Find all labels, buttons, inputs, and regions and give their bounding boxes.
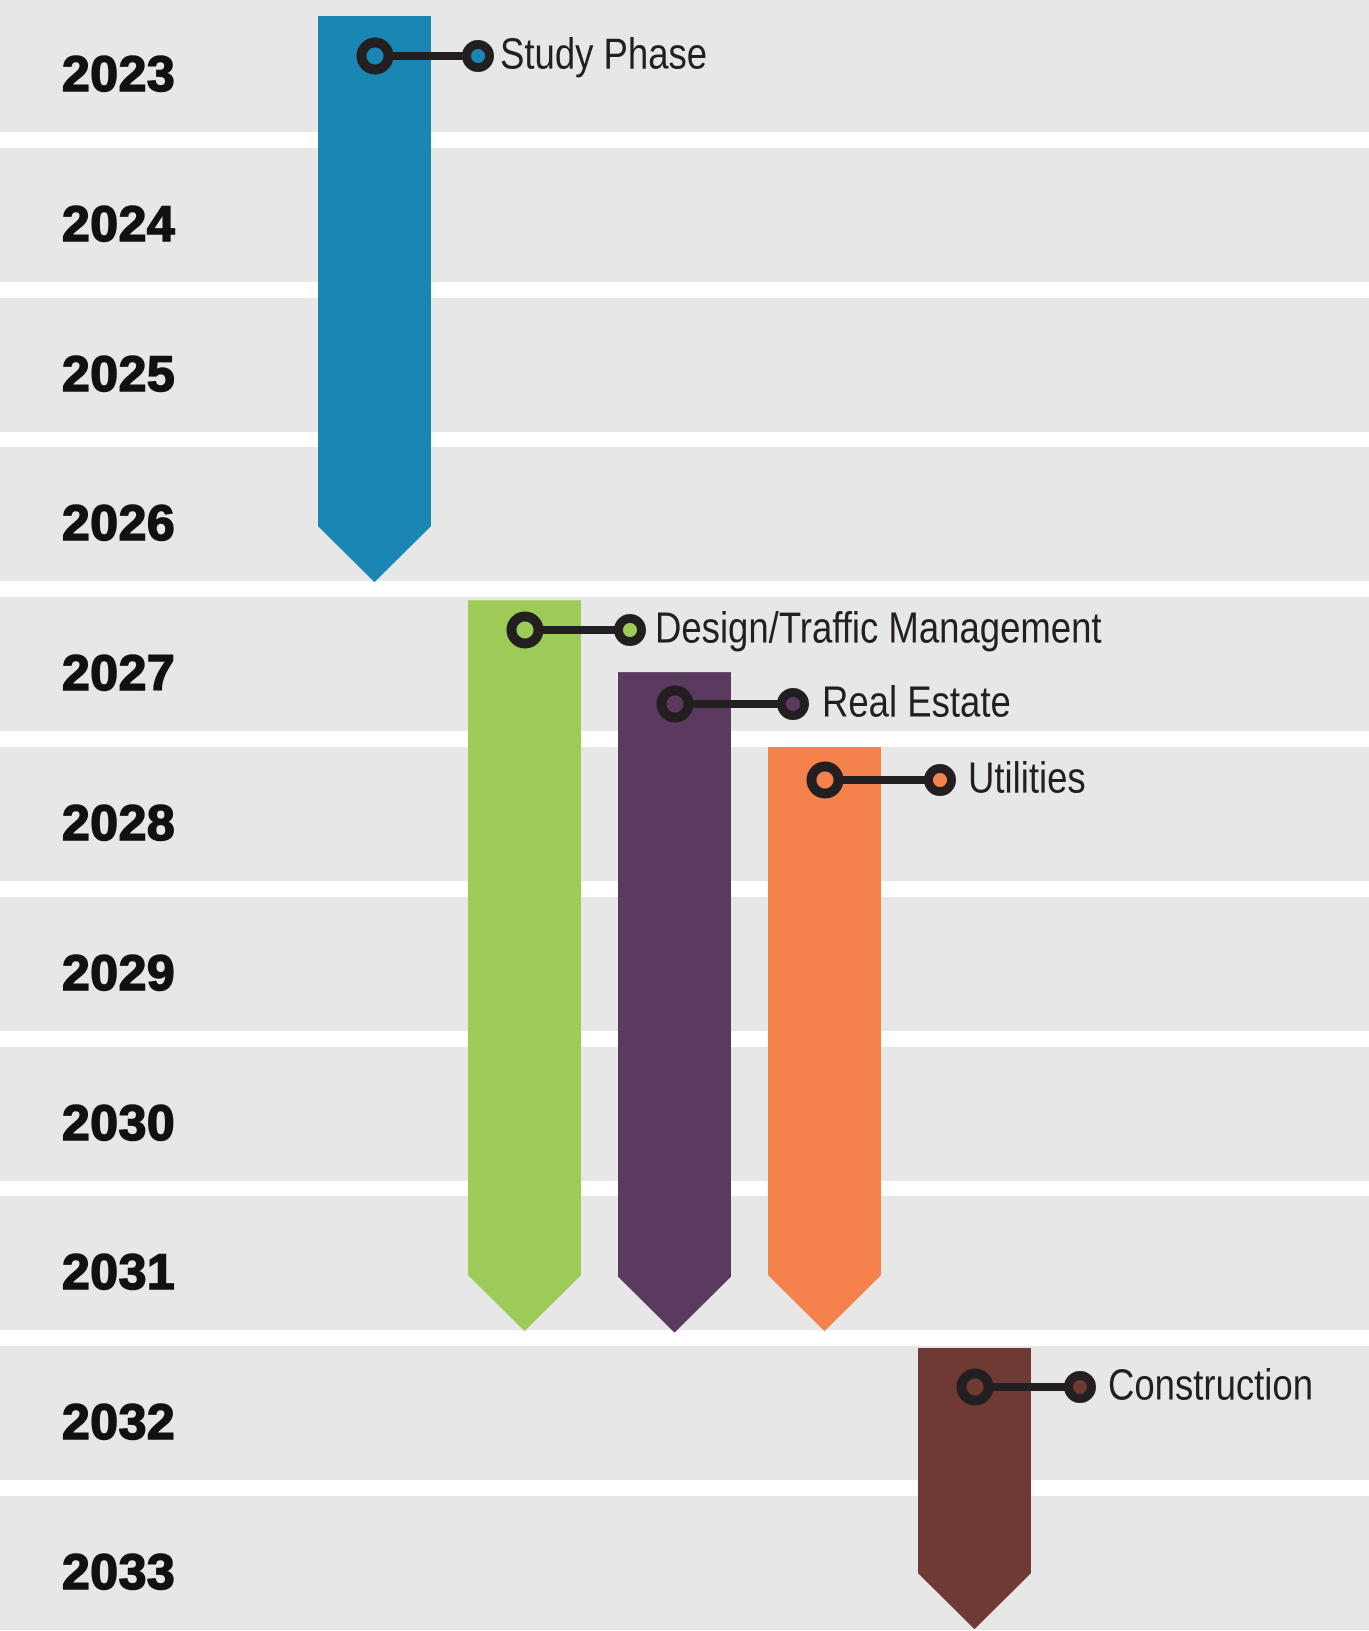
year-label: 2028 (61, 795, 176, 851)
phase-label: Utilities (968, 753, 1110, 803)
callout-dot-at-label (614, 614, 646, 646)
year-row-band (0, 447, 1369, 582)
year-label: 2029 (61, 944, 176, 1001)
year-row-band (0, 297, 1369, 432)
callout-connector (824, 776, 940, 784)
phase-bar-design-traffic-management (468, 600, 581, 1331)
phase-label-text: Study Phase (500, 29, 708, 79)
year-label: 2025 (61, 345, 176, 402)
phase-label: Construction (1108, 1360, 1355, 1410)
year-label: 2026 (61, 495, 176, 552)
callout-dot-at-label (1064, 1371, 1096, 1403)
callout-dot-on-bar (656, 685, 693, 723)
phase-bar-utilities (768, 747, 881, 1331)
callout-dot-on-bar (506, 611, 543, 649)
phase-label-text: Construction (1108, 1360, 1314, 1410)
callout-connector (674, 700, 793, 708)
year-row-band (0, 0, 1369, 132)
callout-dot-on-bar (356, 37, 393, 75)
callout-dot-on-bar (806, 761, 843, 799)
callout-connector (974, 1383, 1080, 1391)
year-label: 2033 (61, 1544, 176, 1600)
year-label: 2032 (61, 1394, 176, 1451)
year-row-band (0, 1346, 1369, 1481)
callout-dot-at-label (462, 40, 494, 72)
year-label: 2031 (61, 1244, 176, 1301)
phase-bar-real-estate (618, 672, 731, 1333)
callout-dot-at-label (777, 688, 809, 720)
phase-label: Real Estate (822, 677, 1049, 727)
year-label: 2023 (61, 46, 176, 102)
callout-dot-on-bar (956, 1368, 993, 1406)
phase-bar-study-phase (318, 16, 431, 582)
phase-label-text: Utilities (968, 753, 1086, 803)
phase-label: Design/Traffic Management (655, 603, 1193, 653)
year-label: 2024 (61, 195, 176, 252)
year-label: 2030 (61, 1094, 176, 1151)
callout-dot-at-label (924, 764, 956, 796)
year-label: 2027 (61, 645, 176, 702)
callout-connector (524, 626, 630, 634)
year-row-band (0, 1496, 1369, 1630)
callout-connector (374, 52, 478, 60)
phase-label-text: Real Estate (822, 677, 1011, 727)
year-row-band (0, 147, 1369, 282)
phase-label-text: Design/Traffic Management (655, 603, 1102, 653)
phase-label: Study Phase (500, 29, 750, 79)
